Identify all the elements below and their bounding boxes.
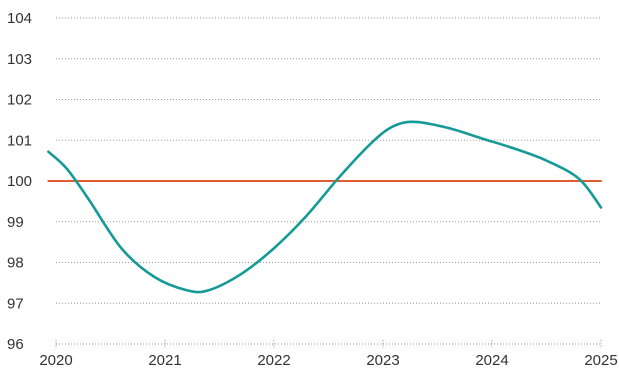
y-tick-label-98: 98 bbox=[7, 255, 24, 272]
y-tick-label-104: 104 bbox=[7, 10, 32, 27]
x-tick-label-2023: 2023 bbox=[366, 352, 399, 369]
x-tick-label-2022: 2022 bbox=[257, 352, 290, 369]
x-tick-label-2020: 2020 bbox=[39, 352, 72, 369]
y-tick-label-102: 102 bbox=[7, 92, 32, 109]
y-tick-label-99: 99 bbox=[7, 214, 24, 231]
series-line-teal bbox=[47, 120, 603, 294]
y-tick-label-101: 101 bbox=[7, 132, 32, 149]
y-tick-label-103: 103 bbox=[7, 51, 32, 68]
y-tick-label-97: 97 bbox=[7, 295, 24, 312]
y-tick-label-96: 96 bbox=[7, 336, 24, 353]
x-tick-label-2024: 2024 bbox=[475, 352, 508, 369]
x-tick-label-2021: 2021 bbox=[148, 352, 181, 369]
x-tick-label-2025: 2025 bbox=[584, 352, 617, 369]
y-tick-label-100: 100 bbox=[7, 173, 32, 190]
